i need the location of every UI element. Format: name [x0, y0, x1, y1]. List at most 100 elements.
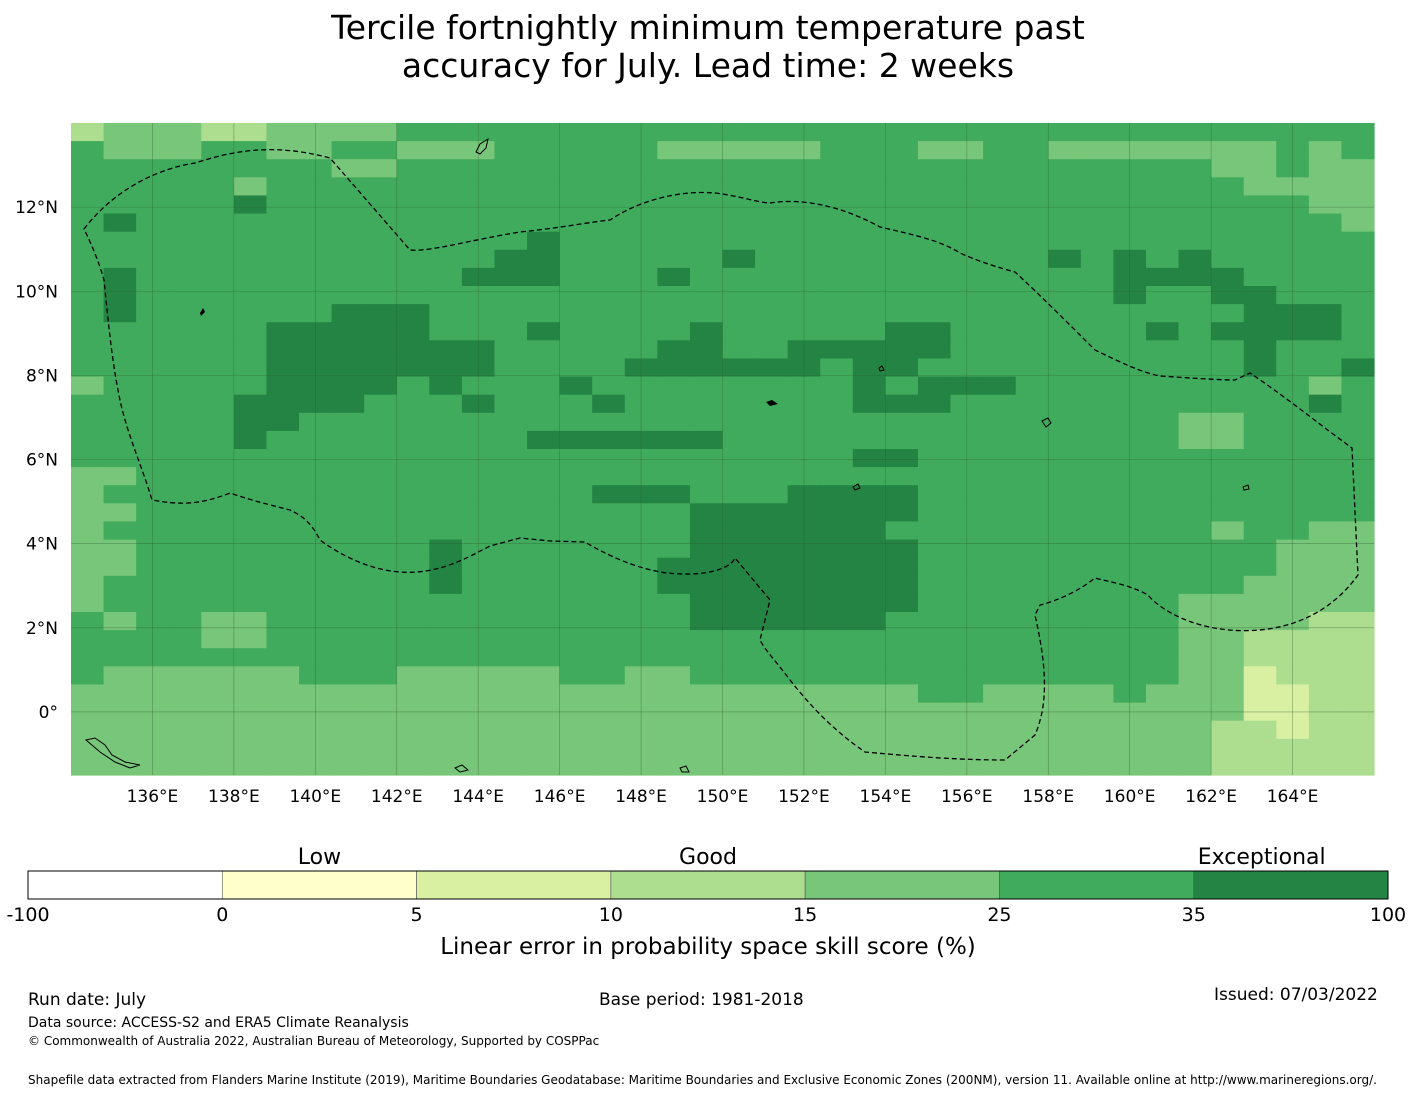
skill-cell	[950, 340, 984, 360]
skill-cell	[1243, 249, 1277, 269]
skill-cell	[1243, 521, 1277, 541]
skill-cell	[201, 738, 235, 758]
skill-cell	[1145, 358, 1180, 378]
skill-cell	[1308, 612, 1343, 631]
skill-cell	[1080, 756, 1115, 776]
skill-cell	[527, 503, 561, 523]
skill-cell	[950, 593, 984, 613]
skill-cell	[103, 430, 137, 450]
skill-cell	[71, 684, 105, 704]
skill-cell	[820, 720, 854, 740]
skill-cell	[266, 286, 300, 305]
skill-cell	[429, 593, 463, 613]
skill-cell	[983, 430, 1017, 450]
skill-cell	[136, 249, 170, 269]
skill-cell	[1178, 449, 1212, 468]
skill-cell	[624, 521, 658, 541]
skill-cell	[1211, 123, 1245, 142]
skill-cell	[917, 720, 952, 740]
skill-cell	[103, 684, 137, 704]
skill-cell	[168, 412, 202, 432]
skill-cell	[950, 449, 984, 468]
skill-cell	[624, 231, 658, 251]
skill-cell	[461, 467, 496, 486]
skill-cell	[1341, 630, 1375, 649]
skill-cell	[624, 159, 658, 178]
skill-cell	[1211, 756, 1245, 776]
skill-cell	[266, 213, 300, 233]
skill-cell	[1145, 322, 1180, 341]
skill-cell	[364, 322, 398, 341]
skill-cell	[689, 358, 724, 378]
skill-cell	[233, 340, 268, 360]
skill-cell	[1178, 123, 1212, 142]
skill-cell	[787, 467, 821, 486]
skill-cell	[1015, 177, 1049, 197]
skill-cell	[168, 231, 202, 251]
skill-cell	[885, 340, 919, 360]
skill-cell	[527, 340, 561, 360]
skill-cell	[71, 467, 105, 486]
skill-cell	[299, 612, 333, 631]
skill-cell	[559, 141, 593, 160]
skill-cell	[689, 612, 724, 631]
skill-cell	[71, 485, 105, 504]
skill-cell	[168, 539, 202, 559]
skill-cell	[755, 666, 789, 686]
skill-cell	[1113, 195, 1147, 215]
skill-cell	[917, 575, 952, 595]
skill-cell	[71, 449, 105, 468]
skill-cell	[1276, 159, 1310, 178]
skill-cell	[1341, 756, 1375, 776]
skill-cell	[429, 195, 463, 215]
skill-cell	[722, 213, 756, 233]
skill-cell	[494, 648, 528, 667]
skill-cell	[396, 467, 430, 486]
skill-cell	[1211, 213, 1245, 233]
skill-cell	[1243, 159, 1277, 178]
skill-cell	[1113, 756, 1147, 776]
skill-cell	[103, 141, 137, 160]
skill-cell	[722, 557, 756, 577]
skill-cell	[722, 195, 756, 215]
skill-cell	[1178, 539, 1212, 559]
skill-cell	[1243, 195, 1277, 215]
skill-cell	[461, 593, 496, 613]
skill-cell	[1276, 231, 1310, 251]
skill-cell	[1048, 449, 1082, 468]
skill-cell	[1211, 376, 1245, 396]
skill-cell	[689, 340, 724, 360]
skill-cell	[592, 503, 626, 523]
skill-cell	[1243, 666, 1277, 686]
skill-cell	[1080, 521, 1115, 541]
skill-cell	[1178, 630, 1212, 649]
skill-cell	[722, 503, 756, 523]
skill-cell	[1145, 394, 1180, 414]
skill-cell	[722, 286, 756, 305]
skill-cell	[657, 213, 691, 233]
skill-cell	[755, 630, 789, 649]
skill-cell	[168, 648, 202, 667]
skill-cell	[722, 449, 756, 468]
skill-cell	[494, 249, 528, 269]
skill-cell	[689, 213, 724, 233]
skill-cell	[559, 286, 593, 305]
skill-cell	[1048, 213, 1082, 233]
skill-cell	[201, 467, 235, 486]
skill-cell	[689, 593, 724, 613]
skill-cell	[1145, 612, 1180, 631]
skill-cell	[1341, 467, 1375, 486]
skill-cell	[657, 159, 691, 178]
skill-cell	[527, 412, 561, 432]
skill-cell	[1145, 539, 1180, 559]
skill-cell	[559, 213, 593, 233]
skill-cell	[494, 231, 528, 251]
skill-cell	[1178, 195, 1212, 215]
skill-cell	[299, 539, 333, 559]
skill-cell	[461, 738, 496, 758]
skill-cell	[461, 648, 496, 667]
skill-cell	[689, 521, 724, 541]
skill-cell	[429, 756, 463, 776]
skill-cell	[364, 630, 398, 649]
skill-cell	[787, 630, 821, 649]
